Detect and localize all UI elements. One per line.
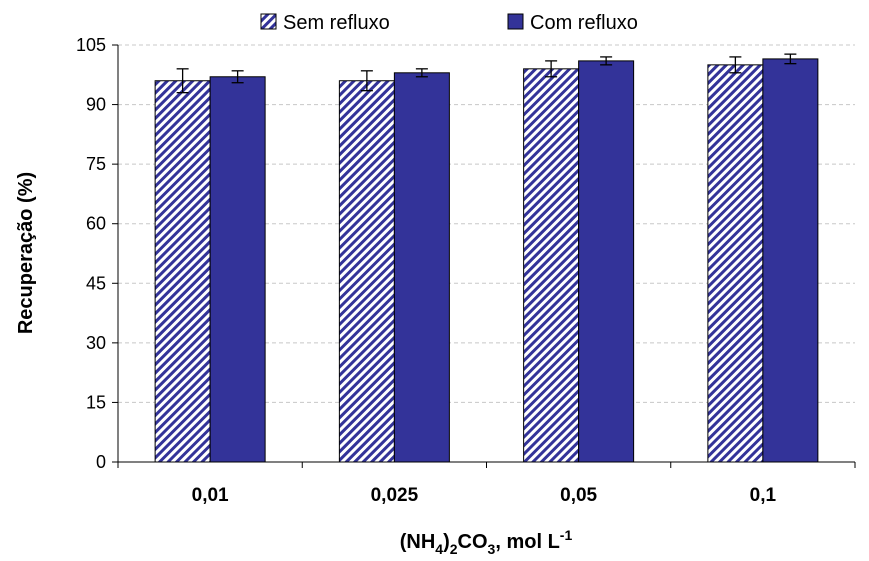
y-tick-label: 15	[86, 392, 106, 412]
category-label: 0,025	[371, 485, 419, 506]
legend: Sem refluxo Com refluxo	[260, 12, 638, 34]
legend-swatch-com-refluxo	[507, 13, 524, 30]
category-label: 0,05	[560, 485, 597, 506]
error-bar	[231, 70, 244, 84]
error-bar	[176, 68, 189, 94]
category-labels: 0,01 0,025 0,05 0,1	[192, 485, 777, 506]
legend-label-com-refluxo: Com refluxo	[530, 12, 638, 34]
bar-sem-refluxo	[707, 64, 764, 463]
x-axis-label: (NH4)2CO3, mol L-1	[400, 527, 573, 557]
legend-label-sem-refluxo: Sem refluxo	[283, 12, 390, 34]
y-tick-label: 30	[86, 333, 106, 353]
y-tick-label: 0	[96, 452, 106, 472]
y-tick-label: 60	[86, 214, 106, 234]
y-tick-label: 45	[86, 273, 106, 293]
bar-sem-refluxo	[154, 80, 211, 463]
bar-com-refluxo	[762, 58, 819, 463]
category-label: 0,1	[750, 485, 777, 506]
category-label: 0,01	[192, 485, 229, 506]
bar-com-refluxo	[578, 60, 635, 463]
y-axis-ticks: 0 15 30 45 60 75 90 105	[76, 35, 118, 472]
y-tick-label: 105	[76, 35, 106, 55]
bar-com-refluxo	[393, 72, 450, 463]
legend-swatch-sem-refluxo	[260, 13, 277, 30]
bar-sem-refluxo	[523, 68, 580, 463]
error-bar	[415, 68, 428, 78]
error-bar	[545, 60, 558, 78]
y-axis-label: Recuperação (%)	[15, 172, 37, 334]
error-bar	[784, 53, 797, 65]
y-tick-label: 90	[86, 95, 106, 115]
bars	[154, 58, 819, 463]
bar-com-refluxo	[209, 76, 266, 463]
error-bars	[176, 53, 797, 94]
x-axis-ticks	[117, 462, 856, 468]
bar-sem-refluxo	[338, 80, 395, 463]
error-bar	[360, 70, 373, 92]
error-bar	[729, 56, 742, 74]
error-bar	[600, 56, 613, 66]
y-tick-label: 75	[86, 154, 106, 174]
